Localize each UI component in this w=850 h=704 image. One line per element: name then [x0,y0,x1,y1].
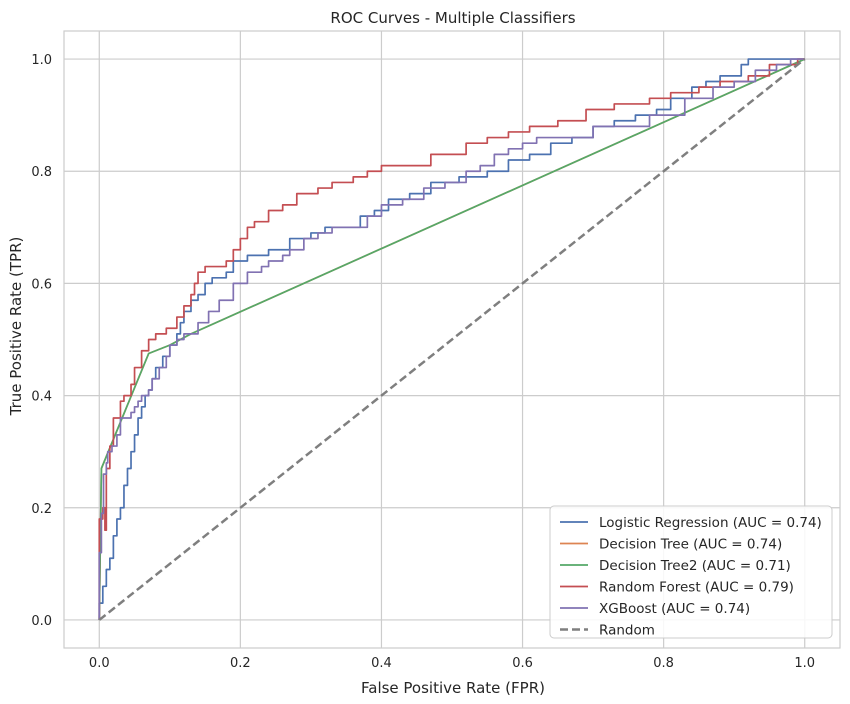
y-tick-label: 0.2 [31,502,52,517]
legend-box [549,505,833,639]
legend-label-3: Random Forest (AUC = 0.79) [599,580,794,596]
x-tick-label: 0.8 [653,656,674,671]
y-tick-label: 0.0 [31,614,52,629]
legend-label-2: Decision Tree2 (AUC = 0.71) [599,558,791,574]
series-line-4 [98,58,805,620]
legend-label-5: Random [599,623,655,639]
legend-label-4: XGBoost (AUC = 0.74) [599,601,750,617]
legend-label-0: Logistic Regression (AUC = 0.74) [599,515,822,531]
y-tick-label: 0.6 [31,277,52,292]
legend-label-1: Decision Tree (AUC = 0.74) [599,537,782,553]
series-lines [98,58,806,621]
y-axis-title: True Positive Rate (TPR) [7,237,25,417]
x-tick-label: 1.0 [794,656,815,671]
series-line-3 [98,58,805,620]
x-tick-label: 0.2 [230,656,251,671]
tick-labels: 0.0 0.2 0.4 0.6 0.8 1.0 0.0 0.2 0.4 0.6 0.8 1.0 [31,53,815,671]
x-tick-label: 0.4 [371,656,392,671]
y-tick-label: 0.4 [31,390,52,405]
x-tick-label: 0.6 [512,656,533,671]
chart-title: ROC Curves - Multiple Classifiers [330,9,575,27]
y-tick-label: 1.0 [31,53,52,68]
x-axis-title: False Positive Rate (FPR) [361,679,545,697]
legend: Logistic Regression (AUC = 0.74) Decision… [549,505,833,639]
x-tick-label: 0.0 [89,656,110,671]
y-tick-label: 0.8 [31,165,52,180]
series-line-5 [98,58,806,621]
series-line-2 [98,58,806,620]
